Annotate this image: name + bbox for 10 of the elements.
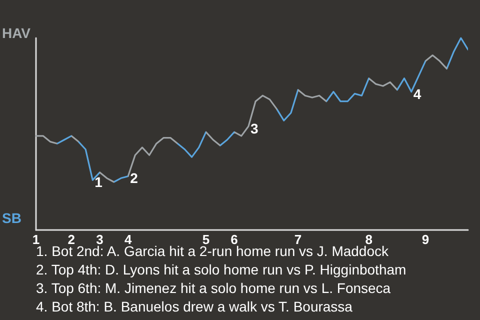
text: HAV xyxy=(2,25,32,41)
annotation: 4 xyxy=(413,86,422,102)
text: SB xyxy=(2,210,22,226)
text: 4. Bot 8th: B. Banuelos drew a walk vs T. Bourassa xyxy=(36,298,353,314)
text: 2. Top 4th: D. Lyons hit a solo home run vs P. Higginbotham xyxy=(36,262,406,278)
annotation: 1 xyxy=(94,174,103,190)
x-tick-label: 9 xyxy=(422,232,430,247)
annotation: 2 xyxy=(130,170,138,186)
annotation: 3 xyxy=(250,120,258,136)
text: 3. Top 6th: M. Jimenez hit a solo home run vs L. Fonseca xyxy=(36,280,391,296)
